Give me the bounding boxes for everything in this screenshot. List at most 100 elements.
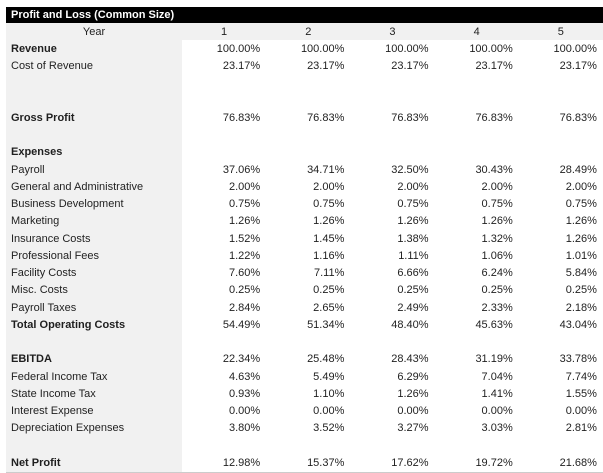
spacer-value-cell[interactable] [350, 74, 435, 92]
row-label-cell[interactable]: EBITDA [6, 350, 182, 368]
cell-value[interactable]: 45.63% [434, 316, 519, 334]
cell-value[interactable]: 2.49% [350, 299, 435, 317]
spacer-value-cell[interactable] [518, 92, 603, 110]
cell-value[interactable]: 0.93% [182, 385, 267, 403]
cell-value[interactable]: 0.75% [182, 195, 267, 213]
row-label-cell[interactable]: Gross Profit [6, 109, 182, 127]
spacer-value-cell[interactable] [518, 126, 603, 144]
cell-value[interactable]: 100.00% [266, 40, 351, 58]
spacer-value-cell[interactable] [266, 437, 351, 455]
year-column-5[interactable]: 5 [518, 23, 603, 41]
cell-value[interactable]: 7.04% [434, 368, 519, 386]
spacer-value-cell[interactable] [266, 333, 351, 351]
row-label-cell[interactable]: Expenses [6, 143, 182, 161]
cell-value[interactable]: 1.06% [434, 247, 519, 265]
spacer-value-cell[interactable] [182, 92, 267, 110]
cell-value[interactable] [518, 143, 603, 161]
spacer-value-cell[interactable] [266, 92, 351, 110]
cell-value[interactable]: 4.63% [182, 368, 267, 386]
cell-value[interactable]: 0.00% [350, 402, 435, 420]
cell-value[interactable]: 2.00% [266, 178, 351, 196]
cell-value[interactable]: 6.24% [434, 264, 519, 282]
spacer-value-cell[interactable] [350, 333, 435, 351]
cell-value[interactable]: 23.17% [434, 57, 519, 75]
cell-value[interactable]: 1.01% [518, 247, 603, 265]
row-label-cell[interactable]: Facility Costs [6, 264, 182, 282]
cell-value[interactable]: 3.80% [182, 419, 267, 437]
cell-value[interactable]: 1.26% [434, 212, 519, 230]
cell-value[interactable]: 1.11% [350, 247, 435, 265]
cell-value[interactable]: 2.33% [434, 299, 519, 317]
cell-value[interactable]: 21.68% [518, 454, 603, 472]
spacer-value-cell[interactable] [434, 74, 519, 92]
cell-value[interactable]: 0.25% [518, 281, 603, 299]
spacer-value-cell[interactable] [182, 126, 267, 144]
spacer-value-cell[interactable] [434, 437, 519, 455]
cell-value[interactable] [434, 143, 519, 161]
cell-value[interactable]: 1.38% [350, 230, 435, 248]
row-label-cell[interactable]: Depreciation Expenses [6, 419, 182, 437]
spacer-label-cell[interactable] [6, 126, 182, 144]
cell-value[interactable]: 7.11% [266, 264, 351, 282]
year-column-4[interactable]: 4 [434, 23, 519, 41]
row-label-cell[interactable]: Payroll Taxes [6, 299, 182, 317]
spacer-value-cell[interactable] [350, 92, 435, 110]
cell-value[interactable]: 6.29% [350, 368, 435, 386]
cell-value[interactable]: 76.83% [434, 109, 519, 127]
cell-value[interactable]: 1.41% [434, 385, 519, 403]
row-label-cell[interactable]: Professional Fees [6, 247, 182, 265]
row-label-cell[interactable]: Insurance Costs [6, 230, 182, 248]
spacer-value-cell[interactable] [182, 437, 267, 455]
cell-value[interactable]: 0.00% [434, 402, 519, 420]
cell-value[interactable]: 6.66% [350, 264, 435, 282]
cell-value[interactable]: 100.00% [182, 40, 267, 58]
cell-value[interactable]: 2.00% [350, 178, 435, 196]
cell-value[interactable]: 1.26% [350, 212, 435, 230]
cell-value[interactable]: 2.00% [518, 178, 603, 196]
cell-value[interactable]: 33.78% [518, 350, 603, 368]
cell-value[interactable]: 2.65% [266, 299, 351, 317]
row-label-cell[interactable]: State Income Tax [6, 385, 182, 403]
year-column-1[interactable]: 1 [182, 23, 267, 41]
row-label-cell[interactable]: Revenue [6, 40, 182, 58]
spacer-label-cell[interactable] [6, 92, 182, 110]
cell-value[interactable]: 3.27% [350, 419, 435, 437]
row-label-cell[interactable]: Interest Expense [6, 402, 182, 420]
cell-value[interactable]: 2.84% [182, 299, 267, 317]
spacer-value-cell[interactable] [182, 333, 267, 351]
year-label-cell[interactable]: Year [6, 23, 182, 41]
cell-value[interactable]: 28.43% [350, 350, 435, 368]
row-label-cell[interactable]: Net Profit [6, 454, 182, 472]
spacer-value-cell[interactable] [350, 437, 435, 455]
spacer-value-cell[interactable] [518, 333, 603, 351]
cell-value[interactable]: 1.26% [518, 212, 603, 230]
cell-value[interactable]: 22.34% [182, 350, 267, 368]
cell-value[interactable]: 0.00% [266, 402, 351, 420]
cell-value[interactable]: 1.26% [266, 212, 351, 230]
cell-value[interactable] [266, 143, 351, 161]
cell-value[interactable]: 76.83% [182, 109, 267, 127]
cell-value[interactable]: 76.83% [266, 109, 351, 127]
cell-value[interactable]: 25.48% [266, 350, 351, 368]
spacer-label-cell[interactable] [6, 437, 182, 455]
row-label-cell[interactable]: Misc. Costs [6, 281, 182, 299]
cell-value[interactable]: 5.49% [266, 368, 351, 386]
spacer-value-cell[interactable] [434, 126, 519, 144]
cell-value[interactable]: 1.26% [518, 230, 603, 248]
cell-value[interactable]: 1.45% [266, 230, 351, 248]
spacer-value-cell[interactable] [266, 126, 351, 144]
cell-value[interactable]: 0.25% [434, 281, 519, 299]
cell-value[interactable]: 0.25% [266, 281, 351, 299]
cell-value[interactable]: 100.00% [350, 40, 435, 58]
cell-value[interactable]: 15.37% [266, 454, 351, 472]
cell-value[interactable]: 19.72% [434, 454, 519, 472]
cell-value[interactable] [182, 143, 267, 161]
spacer-value-cell[interactable] [434, 92, 519, 110]
year-column-2[interactable]: 2 [266, 23, 351, 41]
row-label-cell[interactable]: Cost of Revenue [6, 57, 182, 75]
cell-value[interactable]: 12.98% [182, 454, 267, 472]
spacer-value-cell[interactable] [434, 333, 519, 351]
row-label-cell[interactable]: Business Development [6, 195, 182, 213]
cell-value[interactable]: 1.10% [266, 385, 351, 403]
spacer-value-cell[interactable] [182, 74, 267, 92]
